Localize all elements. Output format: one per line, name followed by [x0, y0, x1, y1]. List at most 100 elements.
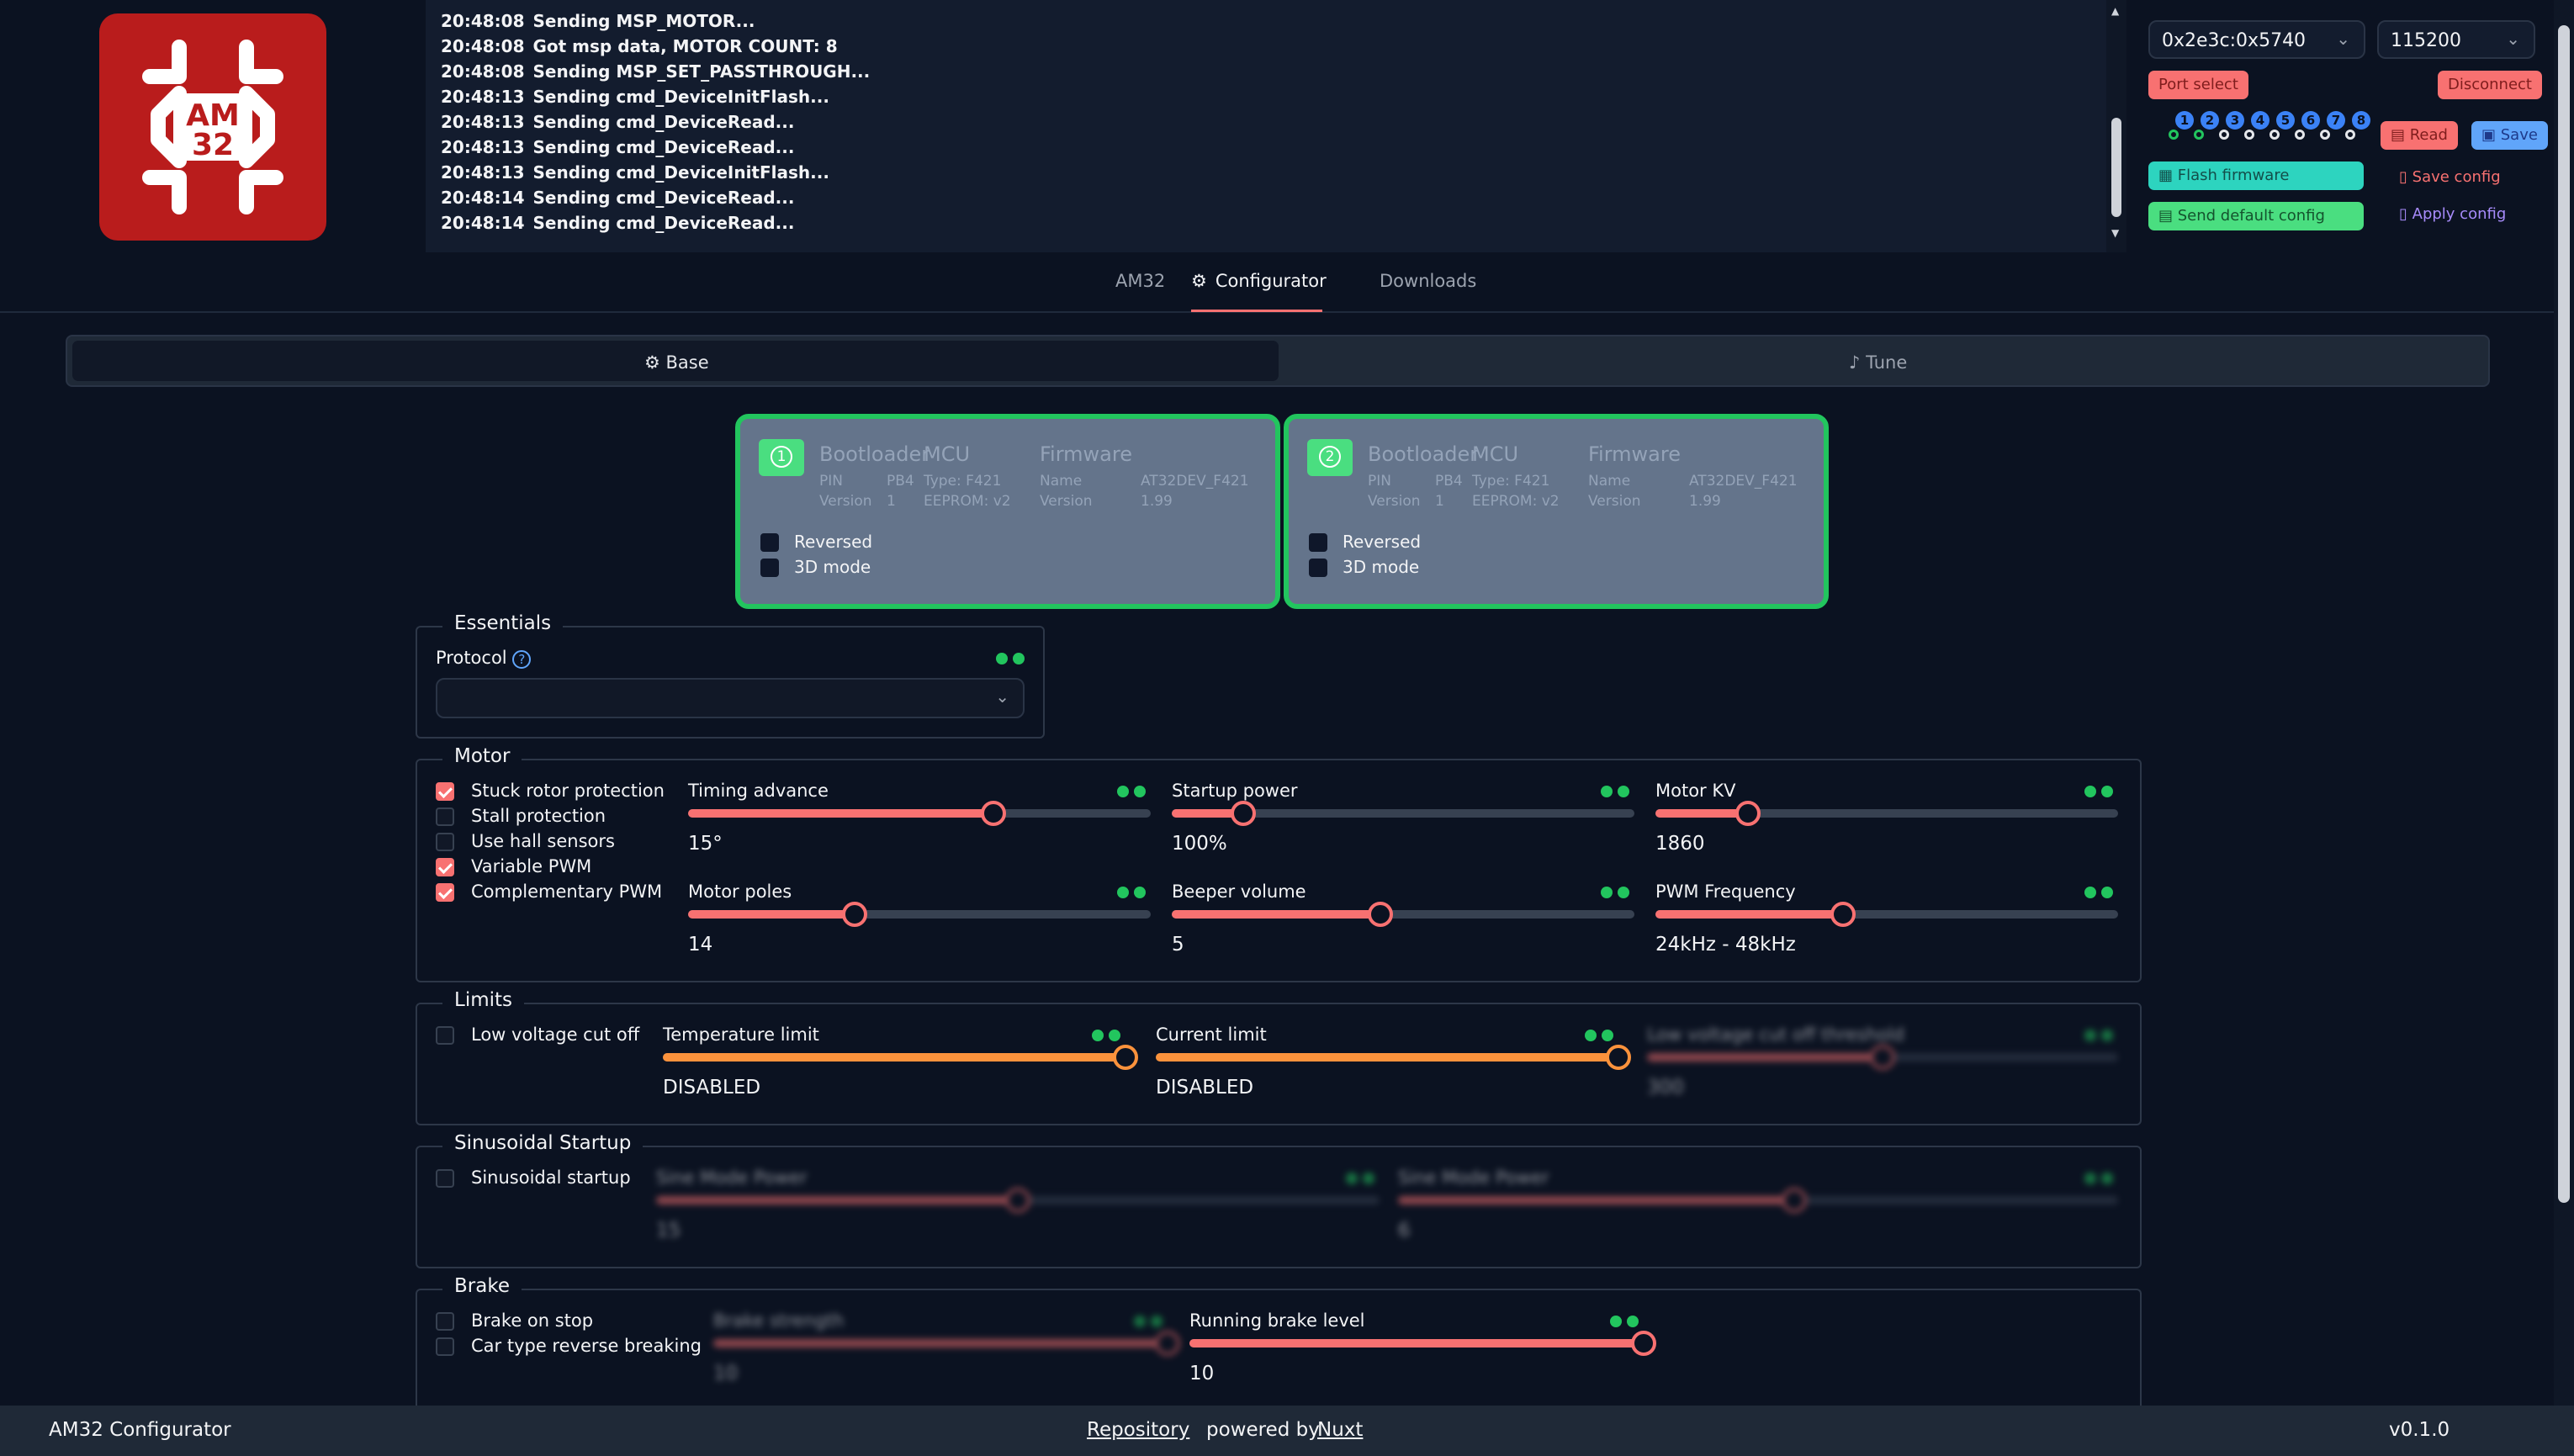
nuxt-link[interactable]: Nuxt — [1317, 1419, 1364, 1441]
page-scrollbar[interactable] — [2554, 0, 2574, 1406]
checkbox-label: Complementary PWM — [471, 882, 663, 902]
motor-number-5[interactable]: 5 — [2276, 111, 2295, 130]
tab-am32[interactable]: AM32 — [1115, 271, 1166, 291]
apply-config-link[interactable]: ▯ Apply config — [2399, 205, 2507, 223]
sync-dots — [1601, 786, 1634, 797]
slider-thumb[interactable] — [1155, 1331, 1180, 1356]
motor-number-2[interactable]: 2 — [2201, 111, 2219, 130]
chevron-down-icon: ⌄ — [995, 686, 1009, 707]
slider-thumb[interactable] — [1606, 1045, 1631, 1070]
disconnect-button[interactable]: Disconnect — [2438, 71, 2542, 99]
motor-option-checkbox[interactable] — [436, 883, 454, 902]
slider-track[interactable] — [1189, 1331, 1656, 1356]
subtab-base[interactable]: ⚙ Base — [72, 341, 1279, 381]
slider-track[interactable] — [1156, 1045, 1631, 1070]
protocol-label: Protocol ? — [436, 648, 532, 669]
slider-thumb[interactable] — [1231, 801, 1257, 826]
slider-thumb[interactable] — [1735, 801, 1761, 826]
slider-thumb[interactable] — [1781, 1188, 1807, 1213]
checkbox-label: Variable PWM — [471, 856, 592, 876]
low-voltage-checkbox[interactable] — [436, 1026, 454, 1045]
slider-label: Beeper volume — [1172, 882, 1306, 902]
motor-option-checkbox[interactable] — [436, 858, 454, 876]
slider-track[interactable] — [713, 1331, 1180, 1356]
header: AM 32 20:48:08 Sending MSP_MOTOR... 20:48:… — [0, 0, 2574, 313]
motor-number-7[interactable]: 7 — [2327, 111, 2345, 130]
slider-value: 100% — [1172, 833, 1227, 855]
protocol-select[interactable]: ⌄ — [436, 678, 1025, 718]
brake-on-stop-checkbox[interactable] — [436, 1312, 454, 1331]
save-icon: ▣ — [2481, 126, 2501, 144]
slider-track[interactable] — [1655, 801, 2118, 826]
gear-icon: ⚙ — [644, 352, 666, 373]
essentials-section: Essentials Protocol ? ⌄ — [416, 612, 1045, 739]
motor-option-checkbox[interactable] — [436, 782, 454, 801]
subtab-bar: ⚙ Base ♪ Tune — [66, 335, 2490, 387]
sync-dots — [2084, 1173, 2118, 1184]
reversed-checkbox[interactable] — [760, 533, 779, 552]
slider-track[interactable] — [1172, 902, 1634, 927]
slider-fill — [1189, 1339, 1644, 1347]
send-default-config-button[interactable]: ▤ Send default config — [2148, 202, 2364, 230]
log-line: 20:48:13 Sending cmd_DeviceInitFlash... — [441, 84, 2111, 109]
slider-track[interactable] — [1172, 801, 1634, 826]
slider-thumb[interactable] — [842, 902, 867, 927]
log-line: 20:48:08 Sending MSP_MOTOR... — [441, 8, 2111, 34]
slider-fill — [1172, 910, 1380, 919]
slider-label: Sine Mode Power — [1398, 1167, 1549, 1188]
3d-mode-checkbox[interactable] — [760, 559, 779, 577]
slider-track[interactable] — [688, 801, 1151, 826]
subtab-tune[interactable]: ♪ Tune — [1849, 352, 1908, 373]
slider-thumb[interactable] — [1367, 902, 1393, 927]
log-message: Sending cmd_DeviceRead... — [532, 137, 795, 157]
motor-number-6[interactable]: 6 — [2301, 111, 2320, 130]
slider-value: DISABLED — [1156, 1077, 1254, 1099]
baud-select[interactable]: 115200 ⌄ — [2377, 20, 2535, 59]
checkbox-label: Car type reverse breaking — [471, 1336, 702, 1356]
slider-thumb[interactable] — [1830, 902, 1856, 927]
motor-number-8[interactable]: 8 — [2352, 111, 2370, 130]
slider-track[interactable] — [1655, 902, 2118, 927]
motor-option-checkbox[interactable] — [436, 807, 454, 826]
motor-option-checkbox[interactable] — [436, 833, 454, 851]
sinusoidal-checkbox[interactable] — [436, 1169, 454, 1188]
name-label: Name — [1040, 473, 1083, 490]
repository-link[interactable]: Repository — [1087, 1419, 1190, 1441]
save-config-link[interactable]: ▯ Save config — [2399, 168, 2501, 186]
read-button[interactable]: ▤ Read — [2381, 121, 2458, 150]
flash-firmware-button[interactable]: ▦ Flash firmware — [2148, 161, 2364, 190]
slider-thumb[interactable] — [1005, 1188, 1030, 1213]
port-select[interactable]: 0x2e3c:0x5740 ⌄ — [2148, 20, 2365, 59]
tab-configurator[interactable]: ⚙ Configurator — [1191, 271, 1327, 291]
log-scrollbar[interactable]: ▲ ▼ — [2106, 0, 2126, 252]
port-select-button[interactable]: Port select — [2148, 71, 2248, 99]
help-icon[interactable]: ? — [512, 650, 532, 669]
sync-dots — [2084, 887, 2118, 898]
save-button[interactable]: ▣ Save — [2471, 121, 2548, 150]
slider-track[interactable] — [688, 902, 1151, 927]
scroll-down-icon[interactable]: ▼ — [2111, 227, 2120, 239]
sync-dots — [996, 653, 1030, 664]
reversed-checkbox[interactable] — [1309, 533, 1327, 552]
3d-mode-label: 3D mode — [794, 557, 871, 577]
slider-thumb[interactable] — [981, 801, 1006, 826]
slider-track[interactable] — [1398, 1188, 2118, 1213]
slider-thumb[interactable] — [1631, 1331, 1656, 1356]
slider-track[interactable] — [656, 1188, 1380, 1213]
motor-status-dot — [2295, 130, 2305, 140]
slider-track[interactable] — [1647, 1045, 2118, 1070]
scroll-up-icon[interactable]: ▲ — [2111, 5, 2120, 17]
footer-app-name: AM32 Configurator — [49, 1419, 231, 1441]
slider-track[interactable] — [663, 1045, 1138, 1070]
motor-number-3[interactable]: 3 — [2226, 111, 2244, 130]
slider-thumb[interactable] — [1113, 1045, 1138, 1070]
motor-number-1[interactable]: 1 — [2175, 111, 2194, 130]
read-icon: ▤ — [2391, 126, 2410, 144]
motor-number-4[interactable]: 4 — [2251, 111, 2269, 130]
log-line: 20:48:08 Got msp data, MOTOR COUNT: 8 — [441, 34, 2111, 59]
limits-section: Limits Low voltage cut off Temperature l… — [416, 989, 2142, 1125]
car-reverse-checkbox[interactable] — [436, 1337, 454, 1356]
3d-mode-checkbox[interactable] — [1309, 559, 1327, 577]
slider-thumb[interactable] — [1870, 1045, 1895, 1070]
tab-downloads[interactable]: Downloads — [1380, 271, 1477, 291]
